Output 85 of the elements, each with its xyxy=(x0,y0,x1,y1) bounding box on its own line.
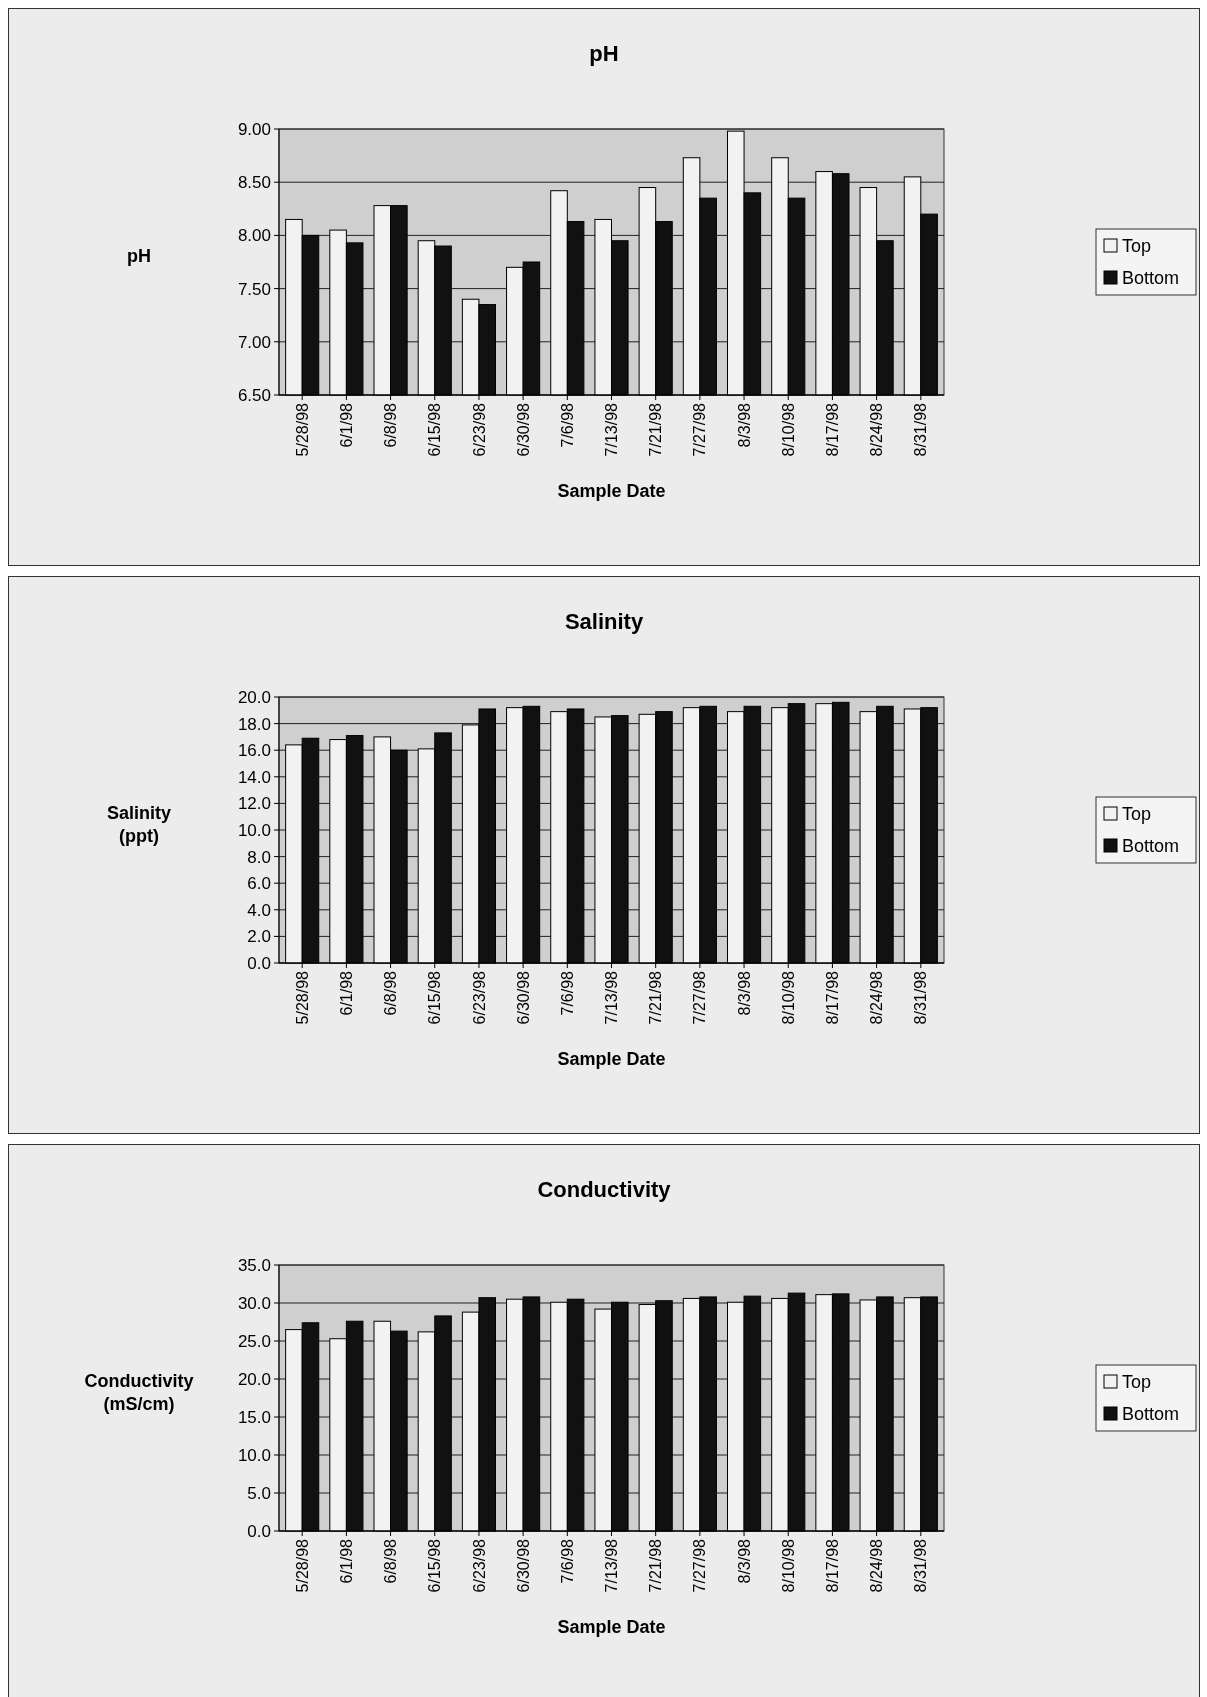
x-tick-label: 7/27/98 xyxy=(691,402,709,457)
x-tick-label: 8/24/98 xyxy=(868,970,886,1025)
x-tick-label: 8/31/98 xyxy=(912,402,930,457)
y-tick-label: 6.0 xyxy=(247,874,271,894)
x-tick-label: 6/1/98 xyxy=(337,1538,355,1584)
x-tick-label: 6/1/98 xyxy=(337,402,355,448)
y-tick-label: 9.00 xyxy=(237,119,271,139)
legend-label: Top xyxy=(1122,1372,1152,1393)
y-tick-label: 16.0 xyxy=(237,741,271,761)
y-tick-label: 35.0 xyxy=(237,1255,271,1275)
x-tick-label: 6/23/98 xyxy=(470,970,488,1025)
x-tick-label: 6/8/98 xyxy=(382,402,400,448)
y-tick-label: 12.0 xyxy=(237,794,271,814)
y-tick-label: 10.0 xyxy=(237,820,271,840)
x-tick-label: 6/30/98 xyxy=(514,970,532,1025)
y-tick-label: 20.0 xyxy=(237,1369,271,1389)
y-tick-label: 20.0 xyxy=(237,687,271,707)
chart-title: Salinity xyxy=(564,609,644,634)
y-tick-label: 8.00 xyxy=(237,226,271,246)
x-tick-label: 8/17/98 xyxy=(824,1538,842,1593)
x-tick-label: 8/10/98 xyxy=(779,1538,797,1593)
x-tick-label: 7/13/98 xyxy=(603,970,621,1025)
x-tick-label: 6/23/98 xyxy=(470,1538,488,1593)
y-axis-title: pH xyxy=(127,246,151,266)
legend-label: Top xyxy=(1122,804,1152,825)
x-axis-title: Sample Date xyxy=(557,1049,666,1069)
x-tick-label: 8/10/98 xyxy=(779,970,797,1025)
x-tick-label: 7/27/98 xyxy=(691,1538,709,1593)
y-tick-label: 25.0 xyxy=(237,1331,271,1351)
legend-label: Bottom xyxy=(1122,836,1180,857)
y-tick-label: 6.50 xyxy=(237,385,271,405)
y-tick-label: 4.0 xyxy=(247,900,271,920)
x-tick-label: 7/27/98 xyxy=(691,970,709,1025)
x-tick-label: 8/3/98 xyxy=(735,402,753,448)
y-tick-label: 8.50 xyxy=(237,173,271,193)
x-tick-label: 8/31/98 xyxy=(912,1538,930,1593)
y-tick-label: 7.50 xyxy=(237,279,271,299)
x-axis-title: Sample Date xyxy=(557,481,666,501)
y-tick-label: 10.0 xyxy=(237,1445,271,1465)
y-tick-label: 5.0 xyxy=(247,1483,271,1503)
x-tick-label: 8/24/98 xyxy=(868,1538,886,1593)
y-tick-label: 14.0 xyxy=(237,767,271,787)
x-tick-label: 6/15/98 xyxy=(426,402,444,457)
x-tick-label: 7/21/98 xyxy=(647,970,665,1025)
chart-title: Conductivity xyxy=(537,1177,672,1202)
x-tick-label: 5/28/98 xyxy=(293,970,311,1025)
legend-label: Top xyxy=(1122,236,1152,257)
y-tick-label: 8.0 xyxy=(247,847,271,867)
x-tick-label: 8/24/98 xyxy=(868,402,886,457)
x-tick-label: 6/8/98 xyxy=(382,970,400,1016)
x-tick-label: 7/6/98 xyxy=(558,970,576,1016)
x-tick-label: 7/13/98 xyxy=(603,1538,621,1593)
y-tick-label: 7.00 xyxy=(237,332,271,352)
y-tick-label: 15.0 xyxy=(237,1407,271,1427)
x-tick-label: 6/15/98 xyxy=(426,970,444,1025)
x-tick-label: 7/13/98 xyxy=(603,402,621,457)
y-axis-title: Conductivity (mS/cm) xyxy=(84,1371,194,1414)
x-tick-label: 6/30/98 xyxy=(514,402,532,457)
chart-title: pH xyxy=(589,41,619,66)
x-tick-label: 6/8/98 xyxy=(382,1538,400,1584)
x-tick-label: 8/3/98 xyxy=(735,1538,753,1584)
y-tick-label: 0.0 xyxy=(247,1521,271,1541)
x-tick-label: 8/17/98 xyxy=(824,970,842,1025)
x-axis-title: Sample Date xyxy=(557,1617,666,1637)
x-tick-label: 7/6/98 xyxy=(558,1538,576,1584)
x-tick-label: 6/30/98 xyxy=(514,1538,532,1593)
x-tick-label: 6/23/98 xyxy=(470,402,488,457)
legend-label: Bottom xyxy=(1122,268,1180,289)
x-tick-label: 7/6/98 xyxy=(558,402,576,448)
y-axis-title: Salinity (ppt) xyxy=(106,803,172,846)
x-tick-label: 6/1/98 xyxy=(337,970,355,1016)
x-tick-label: 8/10/98 xyxy=(779,402,797,457)
x-tick-label: 6/15/98 xyxy=(426,1538,444,1593)
legend-label: Bottom xyxy=(1122,1404,1180,1425)
x-tick-label: 7/21/98 xyxy=(647,402,665,457)
x-tick-label: 7/21/98 xyxy=(647,1538,665,1593)
x-tick-label: 8/31/98 xyxy=(912,970,930,1025)
y-tick-label: 30.0 xyxy=(237,1293,271,1313)
x-tick-label: 5/28/98 xyxy=(293,402,311,457)
x-tick-label: 8/3/98 xyxy=(735,970,753,1016)
x-tick-label: 5/28/98 xyxy=(293,1538,311,1593)
x-tick-label: 8/17/98 xyxy=(824,402,842,457)
y-tick-label: 0.0 xyxy=(247,953,271,973)
y-tick-label: 2.0 xyxy=(247,927,271,947)
y-tick-label: 18.0 xyxy=(237,714,271,734)
